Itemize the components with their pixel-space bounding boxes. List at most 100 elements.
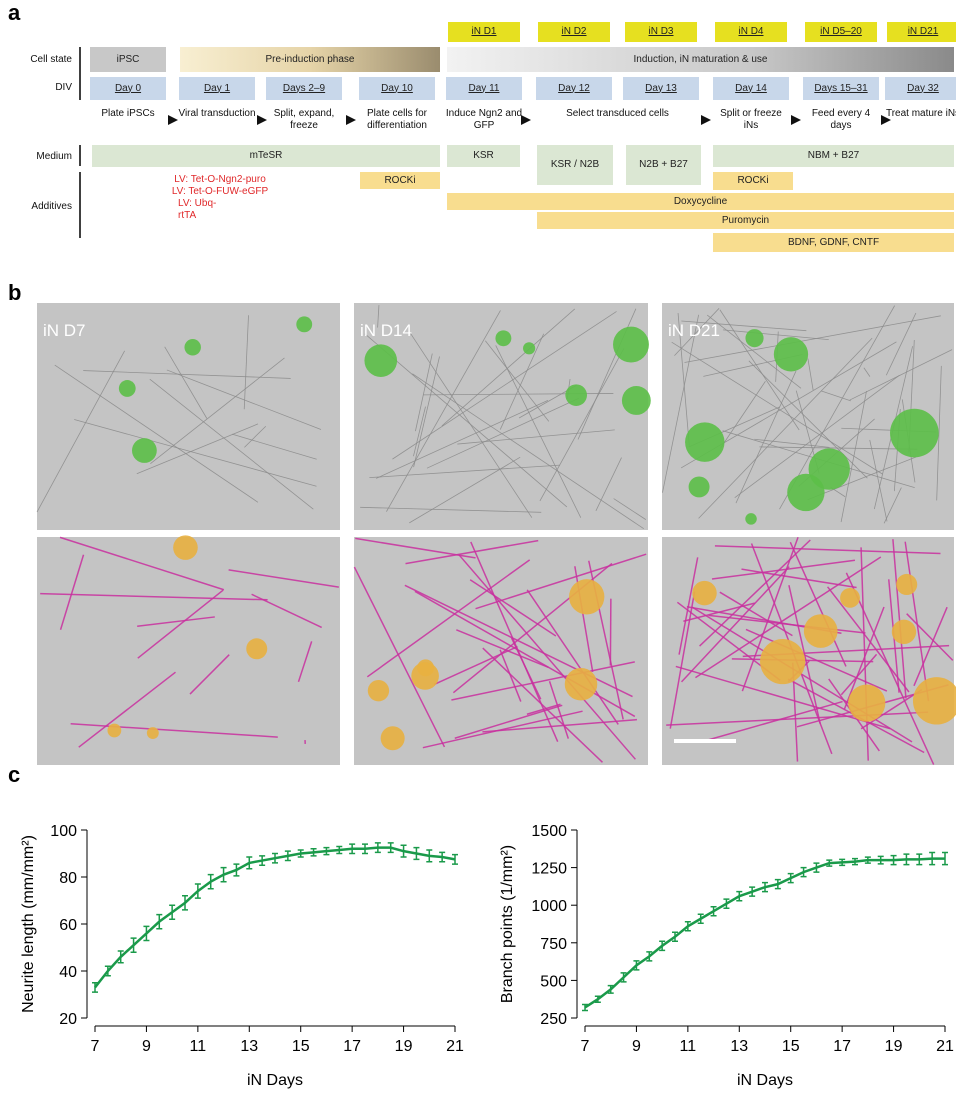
error-bar xyxy=(594,995,601,1003)
data-line xyxy=(94,846,456,989)
neurite xyxy=(244,425,267,448)
neurite xyxy=(83,370,291,379)
error-bar xyxy=(684,920,691,932)
panel-label: b xyxy=(8,280,22,305)
neurite-trace xyxy=(189,654,230,695)
step-text: Induce Ngn2 and GFP xyxy=(445,108,523,131)
cell-body xyxy=(621,386,651,415)
neurite xyxy=(595,457,622,511)
medium-box: KSR / N2B xyxy=(537,145,613,185)
cell-body-mask xyxy=(891,619,917,645)
neurite xyxy=(412,373,644,530)
neurite-trace xyxy=(482,647,604,763)
day-box: Day 10 xyxy=(359,77,435,100)
row-label: DIV xyxy=(55,82,72,93)
neurite xyxy=(539,348,625,502)
label: Day 13 xyxy=(645,82,677,94)
neurite xyxy=(166,369,322,430)
cell-state: Induction, iN maturation & use xyxy=(447,47,954,72)
cell-body xyxy=(495,330,512,347)
error-bar xyxy=(194,883,201,899)
neurite-trace xyxy=(678,557,699,655)
neurite xyxy=(722,329,829,341)
label: Day 12 xyxy=(558,82,590,94)
panel-label: a xyxy=(8,0,21,25)
neurite-trace xyxy=(59,536,225,591)
row-label: Cell state xyxy=(30,54,72,65)
neurite xyxy=(674,308,720,356)
error-bar xyxy=(336,845,343,855)
x-tick-label: 13 xyxy=(730,1038,748,1055)
neurite xyxy=(863,367,871,377)
error-bar xyxy=(452,853,458,865)
neurite xyxy=(684,315,941,363)
error-bar xyxy=(426,849,433,863)
error-bar xyxy=(362,843,368,855)
neurite-trace xyxy=(675,665,891,730)
error-bar xyxy=(246,856,253,870)
cell-body-mask xyxy=(146,727,159,739)
neurite-trace xyxy=(526,703,561,715)
virus-text: LV: Tet-O-Ngn2-puro xyxy=(174,174,266,185)
error-bar xyxy=(813,862,820,873)
error-bar xyxy=(387,842,394,854)
data-line xyxy=(584,857,945,1009)
cell-body-mask xyxy=(107,723,122,738)
neurite xyxy=(136,423,259,475)
neurite xyxy=(869,439,888,522)
neurite xyxy=(734,374,900,498)
neurite xyxy=(735,370,797,504)
step-text: Feed every 4 days xyxy=(811,108,871,131)
neurite-trace xyxy=(711,559,856,580)
x-tick-label: 15 xyxy=(292,1038,310,1055)
label: Day 32 xyxy=(907,82,939,94)
day-box: Day 12 xyxy=(536,77,612,100)
neurite xyxy=(441,308,576,427)
error-bar xyxy=(400,844,407,858)
error-bar xyxy=(890,854,897,866)
medium-box: mTeSR xyxy=(92,145,440,167)
neurite xyxy=(150,357,285,465)
step-text: Plate iPSCs xyxy=(101,108,155,119)
cell-body xyxy=(688,476,710,498)
neurite xyxy=(369,464,561,479)
cell-body xyxy=(565,384,588,406)
neurite-trace xyxy=(482,718,638,733)
x-tick-label: 17 xyxy=(343,1038,361,1055)
panel-label: c xyxy=(8,762,21,787)
error-bar xyxy=(349,843,356,855)
cell-state: iPSC xyxy=(90,47,166,72)
neurite-trace xyxy=(719,591,793,637)
label: iN D5–20 xyxy=(820,26,862,37)
micrograph xyxy=(37,537,340,765)
additive-box: ROCKi xyxy=(360,172,440,189)
error-bar xyxy=(272,852,278,864)
medium-box: N2B + B27 xyxy=(626,145,701,185)
y-tick-label: 80 xyxy=(59,870,77,887)
medium-box: KSR xyxy=(447,145,520,167)
error-bar xyxy=(787,872,794,884)
x-tick-label: 11 xyxy=(190,1038,207,1055)
x-tick-label: 15 xyxy=(782,1038,800,1055)
error-bar xyxy=(864,856,871,864)
step-text: Split or freeze iNs xyxy=(720,108,782,131)
label: iN D21 xyxy=(907,26,939,37)
stage-tag: iN D21 xyxy=(887,22,956,42)
neurite-trace xyxy=(456,629,549,669)
error-bar xyxy=(297,849,304,858)
additive-box: ROCKi xyxy=(713,172,793,190)
cell-body xyxy=(787,473,825,512)
x-tick-label: 19 xyxy=(395,1038,413,1055)
stage-tag: iN D3 xyxy=(625,22,697,42)
x-tick-label: 21 xyxy=(446,1038,464,1055)
neurite xyxy=(748,360,868,479)
x-tick-label: 7 xyxy=(581,1038,590,1055)
cell-body-mask xyxy=(848,684,886,722)
error-bar xyxy=(207,873,214,890)
neurite-trace xyxy=(353,566,446,748)
cell-body-mask xyxy=(569,579,605,615)
neurite-trace xyxy=(669,591,696,729)
error-bar xyxy=(130,937,137,953)
error-bar xyxy=(310,848,317,857)
error-bar xyxy=(916,853,923,866)
